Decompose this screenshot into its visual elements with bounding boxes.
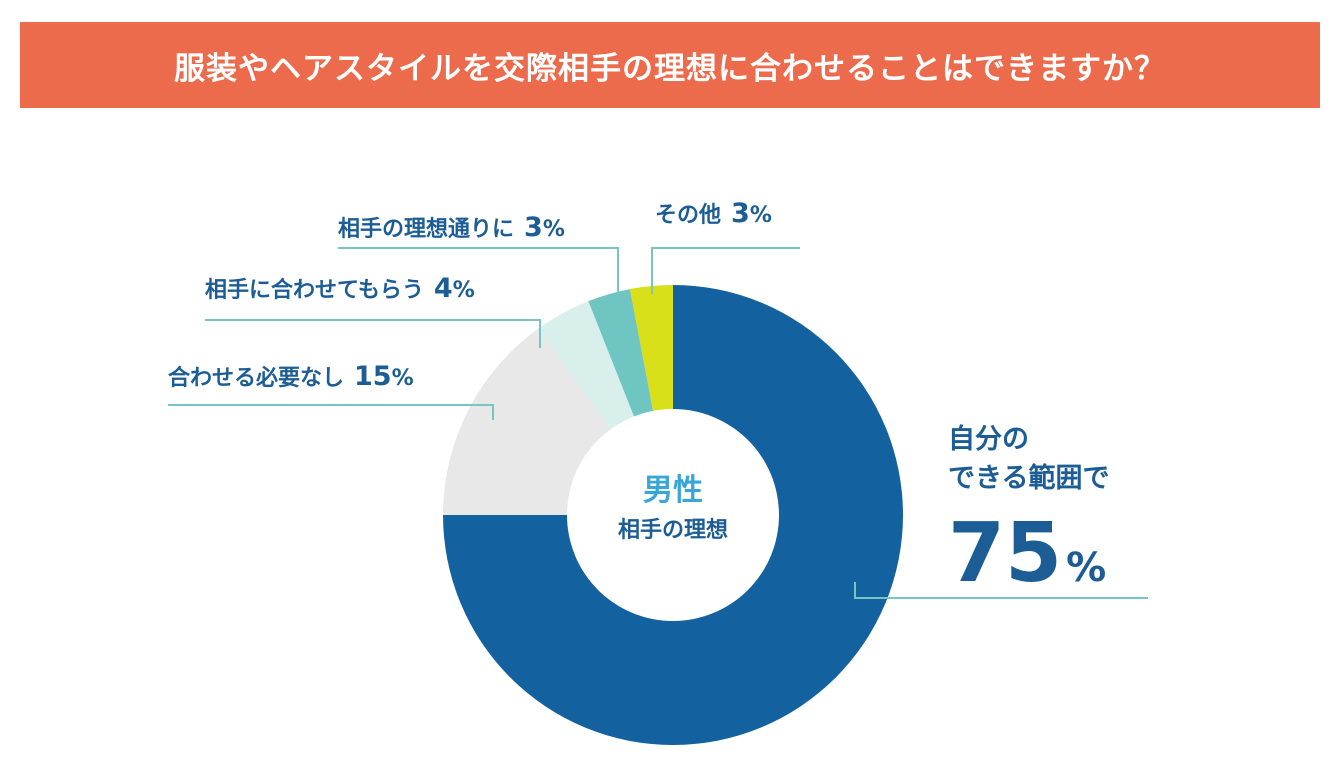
center-label-subtitle: 相手の理想 — [618, 518, 728, 543]
slice-value-big: 75% — [948, 506, 1106, 601]
slice-label-no-need: 合わせる必要なし 15% — [168, 361, 414, 392]
slice-label-other: その他 3% — [655, 198, 772, 229]
slice-value-unit: % — [1066, 545, 1106, 591]
slice-label-text: 相手に合わせてもらう — [205, 277, 424, 303]
slice-value-unit: % — [453, 278, 475, 303]
slice-label-partner-adjusts: 相手に合わせてもらう 4% — [205, 273, 475, 304]
slice-value-number: 75 — [948, 506, 1062, 601]
center-label-gender: 男性 — [643, 473, 703, 508]
leader-line-3 — [338, 247, 619, 293]
leader-line-0 — [854, 582, 1148, 599]
slice-label-text: その他 — [655, 203, 721, 228]
leader-line-2 — [205, 319, 541, 348]
slice-label-partner-ideal: 相手の理想通りに 3% — [338, 212, 565, 243]
title-banner: 服装やヘアスタイルを交際相手の理想に合わせることはできますか？ — [20, 22, 1320, 108]
slice-value-number: 4 — [434, 273, 453, 304]
leader-line-1 — [168, 404, 494, 420]
leader-line-4 — [651, 247, 800, 294]
slice-label-line2: できる範囲で — [948, 462, 1109, 494]
chart-title: 服装やヘアスタイルを交際相手の理想に合わせることはできますか？ — [174, 50, 1166, 87]
slice-value-unit: % — [543, 217, 565, 242]
slice-label-line1: 自分の — [948, 423, 1029, 455]
slice-value-number: 15 — [354, 361, 392, 392]
slice-label-text: 合わせる必要なし — [168, 365, 344, 391]
slice-value-unit: % — [392, 366, 414, 391]
slice-label-text: 相手の理想通りに — [338, 217, 514, 242]
slice-value-number: 3 — [524, 212, 543, 243]
donut-hole — [567, 409, 779, 621]
slice-value-unit: % — [750, 203, 772, 228]
slice-value-number: 3 — [731, 198, 750, 229]
